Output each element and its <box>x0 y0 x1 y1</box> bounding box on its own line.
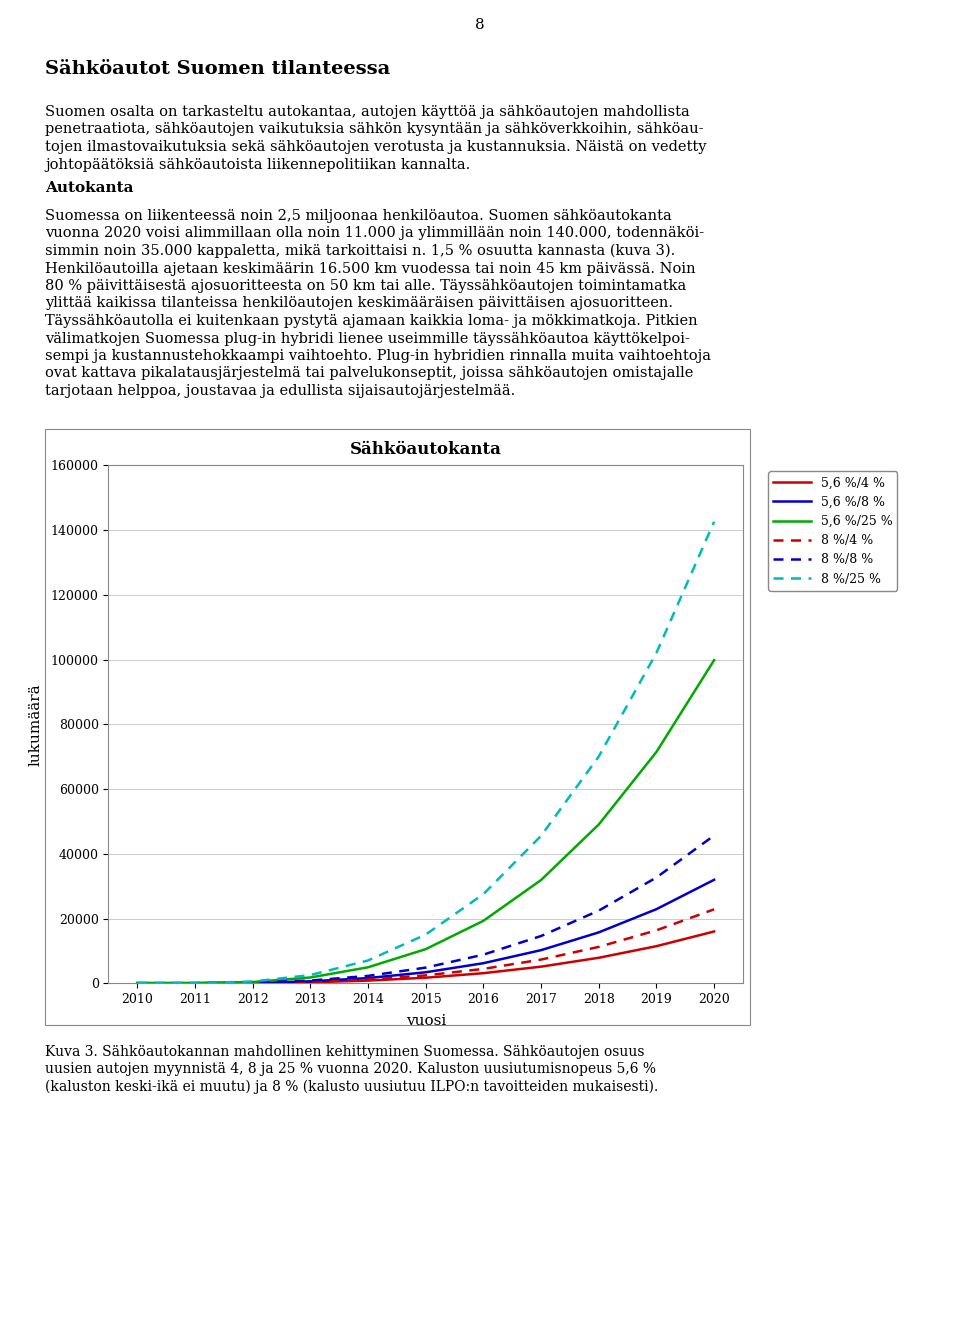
Text: johtopäätöksiä sähköautoista liikennepolitiikan kannalta.: johtopäätöksiä sähköautoista liikennepol… <box>45 158 470 171</box>
Text: Sähköautot Suomen tilanteessa: Sähköautot Suomen tilanteessa <box>45 60 391 78</box>
Text: simmin noin 35.000 kappaletta, mikä tarkoittaisi n. 1,5 % osuutta kannasta (kuva: simmin noin 35.000 kappaletta, mikä tark… <box>45 244 675 258</box>
Text: uusien autojen myynnistä 4, 8 ja 25 % vuonna 2020. Kaluston uusiutumisnopeus 5,6: uusien autojen myynnistä 4, 8 ja 25 % vu… <box>45 1063 656 1076</box>
Text: Suomen osalta on tarkasteltu autokantaa, autojen käyttöä ja sähköautojen mahdoll: Suomen osalta on tarkasteltu autokantaa,… <box>45 105 689 119</box>
Text: ovat kattava pikalatausjärjestelmä tai palvelukonseptit, joissa sähköautojen omi: ovat kattava pikalatausjärjestelmä tai p… <box>45 367 693 380</box>
Text: tojen ilmastovaikutuksia sekä sähköautojen verotusta ja kustannuksia. Näistä on : tojen ilmastovaikutuksia sekä sähköautoj… <box>45 140 707 154</box>
Text: penetraatiota, sähköautojen vaikutuksia sähkön kysyntään ja sähköverkkoihin, säh: penetraatiota, sähköautojen vaikutuksia … <box>45 122 704 136</box>
X-axis label: vuosi: vuosi <box>405 1015 445 1028</box>
Text: Autokanta: Autokanta <box>45 182 133 195</box>
Text: välimatkojen Suomessa plug-in hybridi lienee useimmille täyssähköautoa käyttökel: välimatkojen Suomessa plug-in hybridi li… <box>45 331 690 346</box>
Text: sempi ja kustannustehokkaampi vaihtoehto. Plug-in hybridien rinnalla muita vaiht: sempi ja kustannustehokkaampi vaihtoehto… <box>45 348 711 363</box>
Title: Sähköautokanta: Sähköautokanta <box>349 441 502 458</box>
Y-axis label: lukumäärä: lukumäärä <box>29 682 42 766</box>
Text: ylittää kaikissa tilanteissa henkilöautojen keskimääräisen päivittäisen ajosuori: ylittää kaikissa tilanteissa henkilöauto… <box>45 297 673 310</box>
Text: Täyssähköautolla ei kuitenkaan pystytä ajamaan kaikkia loma- ja mökkimatkoja. Pi: Täyssähköautolla ei kuitenkaan pystytä a… <box>45 314 698 329</box>
Text: Kuva 3. Sähköautokannan mahdollinen kehittyminen Suomessa. Sähköautojen osuus: Kuva 3. Sähköautokannan mahdollinen kehi… <box>45 1045 644 1059</box>
Text: tarjotaan helppoa, joustavaa ja edullista sijaisautojärjestelmää.: tarjotaan helppoa, joustavaa ja edullist… <box>45 384 516 398</box>
Text: 8: 8 <box>475 19 485 32</box>
Text: vuonna 2020 voisi alimmillaan olla noin 11.000 ja ylimmillään noin 140.000, tode: vuonna 2020 voisi alimmillaan olla noin … <box>45 227 704 241</box>
Text: Suomessa on liikenteessä noin 2,5 miljoonaa henkilöautoa. Suomen sähköautokanta: Suomessa on liikenteessä noin 2,5 miljoo… <box>45 209 672 223</box>
Legend: 5,6 %/4 %, 5,6 %/8 %, 5,6 %/25 %, 8 %/4 %, 8 %/8 %, 8 %/25 %: 5,6 %/4 %, 5,6 %/8 %, 5,6 %/25 %, 8 %/4 … <box>768 472 898 591</box>
Text: (kaluston keski-ikä ei muutu) ja 8 % (kalusto uusiutuu ILPO:n tavoitteiden mukai: (kaluston keski-ikä ei muutu) ja 8 % (ka… <box>45 1080 659 1094</box>
Text: Henkilöautoilla ajetaan keskimäärin 16.500 km vuodessa tai noin 45 km päivässä. : Henkilöautoilla ajetaan keskimäärin 16.5… <box>45 261 696 276</box>
Text: 80 % päivittäisestä ajosuoritteesta on 50 km tai alle. Täyssähköautojen toiminta: 80 % päivittäisestä ajosuoritteesta on 5… <box>45 280 686 293</box>
